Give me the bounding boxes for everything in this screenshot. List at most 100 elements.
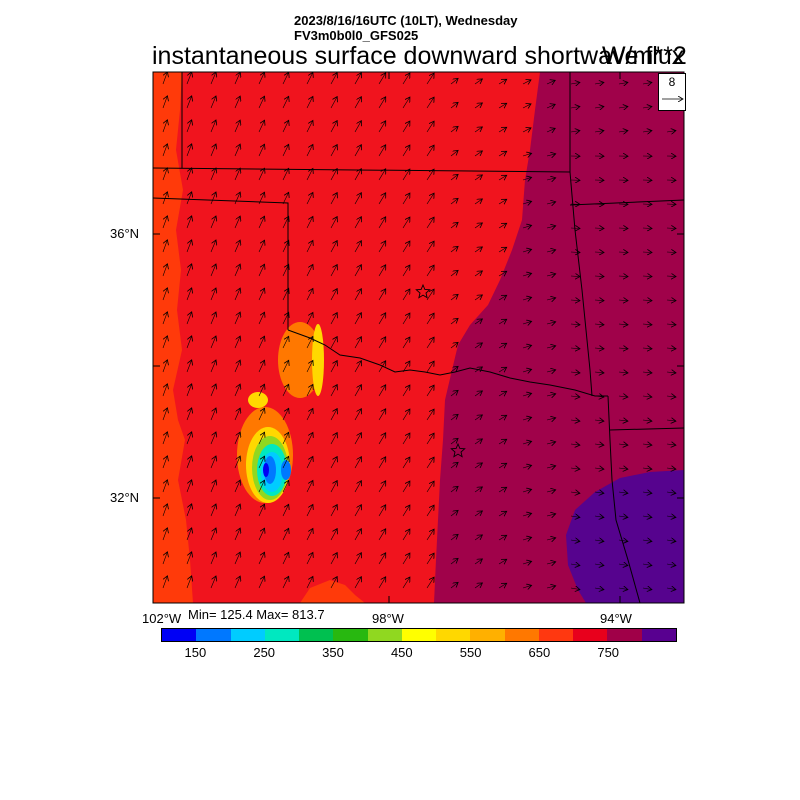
wind-vector bbox=[570, 516, 580, 517]
reference-vector-box: 8 bbox=[658, 73, 686, 111]
wind-vector bbox=[282, 432, 289, 445]
lon-label-98w: 98°W bbox=[372, 611, 404, 626]
wind-vector bbox=[594, 107, 604, 109]
wind-vector bbox=[642, 516, 652, 517]
wind-vector bbox=[546, 80, 555, 84]
wind-vector bbox=[594, 372, 604, 373]
wind-vector bbox=[210, 408, 216, 421]
wind-vector bbox=[450, 126, 458, 133]
wind-vector bbox=[450, 558, 458, 565]
wind-vector bbox=[426, 553, 434, 565]
wind-vector bbox=[186, 72, 192, 85]
wind-vector bbox=[546, 586, 556, 588]
wind-vector bbox=[642, 82, 652, 84]
wind-vector bbox=[258, 528, 265, 541]
wind-vector bbox=[330, 313, 337, 325]
wind-vector bbox=[594, 588, 604, 590]
wind-vector bbox=[234, 432, 240, 445]
wind-vector bbox=[234, 264, 240, 277]
wind-vector bbox=[522, 153, 532, 156]
wind-vector bbox=[618, 252, 628, 253]
wind-vector bbox=[330, 457, 337, 469]
wind-vector bbox=[498, 439, 507, 444]
wind-vector bbox=[450, 246, 458, 253]
wind-vector bbox=[306, 384, 313, 397]
wind-vector bbox=[450, 174, 458, 181]
wind-vector bbox=[426, 409, 434, 421]
wind-vector bbox=[258, 384, 265, 397]
wind-vector bbox=[546, 128, 555, 132]
wind-vector bbox=[618, 588, 628, 590]
wind-vector bbox=[498, 103, 507, 108]
map-title: instantaneous surface downward shortwave… bbox=[152, 42, 685, 70]
wind-vector bbox=[258, 264, 265, 277]
wind-vector bbox=[546, 250, 556, 252]
wind-vector bbox=[642, 276, 652, 277]
wind-vector bbox=[522, 201, 532, 204]
wind-vector bbox=[378, 217, 386, 229]
wind-vector bbox=[546, 514, 556, 516]
wind-vector bbox=[522, 441, 532, 444]
wind-vector bbox=[306, 552, 313, 565]
colorbar-segment bbox=[470, 629, 505, 641]
city-markers bbox=[415, 283, 466, 458]
wind-vector bbox=[186, 528, 192, 541]
wind-vector bbox=[402, 241, 410, 253]
wind-vector bbox=[402, 433, 410, 445]
wind-vector bbox=[474, 415, 482, 421]
wind-vector bbox=[498, 199, 507, 204]
wind-vector bbox=[498, 463, 507, 468]
wind-vector bbox=[570, 540, 580, 541]
wind-vector bbox=[234, 480, 240, 493]
colorbar-label: 450 bbox=[390, 645, 413, 660]
wind-vector bbox=[642, 131, 652, 132]
wind-vector bbox=[570, 396, 580, 397]
city-star-icon bbox=[450, 442, 466, 458]
wind-vector bbox=[306, 576, 313, 589]
colorbar-segment bbox=[641, 629, 676, 641]
reference-arrow-icon bbox=[662, 74, 687, 112]
wind-vector bbox=[450, 366, 458, 373]
wind-vector bbox=[450, 390, 458, 397]
wind-vector bbox=[522, 393, 532, 396]
wind-vector bbox=[594, 420, 604, 421]
wind-vector bbox=[210, 528, 216, 541]
wind-vector bbox=[258, 504, 265, 517]
wind-vector bbox=[546, 178, 556, 180]
wind-vector bbox=[402, 145, 410, 157]
wind-vector bbox=[570, 444, 580, 445]
wind-vector bbox=[354, 529, 361, 541]
wind-vector bbox=[162, 528, 167, 541]
wind-vector bbox=[570, 300, 580, 301]
wind-vector bbox=[594, 252, 604, 253]
wind-vector bbox=[570, 324, 580, 325]
wind-vector bbox=[426, 505, 434, 517]
wind-vector bbox=[426, 433, 434, 445]
wind-vector bbox=[546, 394, 556, 396]
wind-vector bbox=[354, 433, 361, 445]
wind-vector bbox=[306, 288, 313, 301]
wind-vector bbox=[306, 144, 313, 157]
wind-vector bbox=[570, 348, 580, 349]
wind-vector bbox=[666, 444, 676, 445]
lat-label-36n: 36°N bbox=[110, 226, 140, 241]
wind-vector bbox=[354, 361, 361, 373]
wind-vector bbox=[426, 217, 434, 229]
wind-vector bbox=[618, 324, 628, 325]
wind-vector bbox=[474, 487, 482, 493]
wind-vector bbox=[354, 313, 361, 325]
wind-vector bbox=[426, 97, 434, 109]
wind-vector bbox=[618, 348, 628, 349]
wind-vector bbox=[666, 252, 676, 253]
colorbar-segment bbox=[230, 629, 265, 641]
wind-vector bbox=[378, 337, 386, 349]
wind-vector bbox=[546, 538, 556, 540]
wind-vector bbox=[186, 480, 192, 493]
wind-vector bbox=[426, 385, 434, 397]
wind-vector bbox=[306, 336, 313, 349]
colorbar bbox=[161, 628, 677, 642]
wind-vector bbox=[330, 241, 337, 253]
wind-vector bbox=[258, 96, 265, 109]
wind-vector bbox=[162, 480, 167, 493]
wind-vector bbox=[642, 372, 652, 373]
